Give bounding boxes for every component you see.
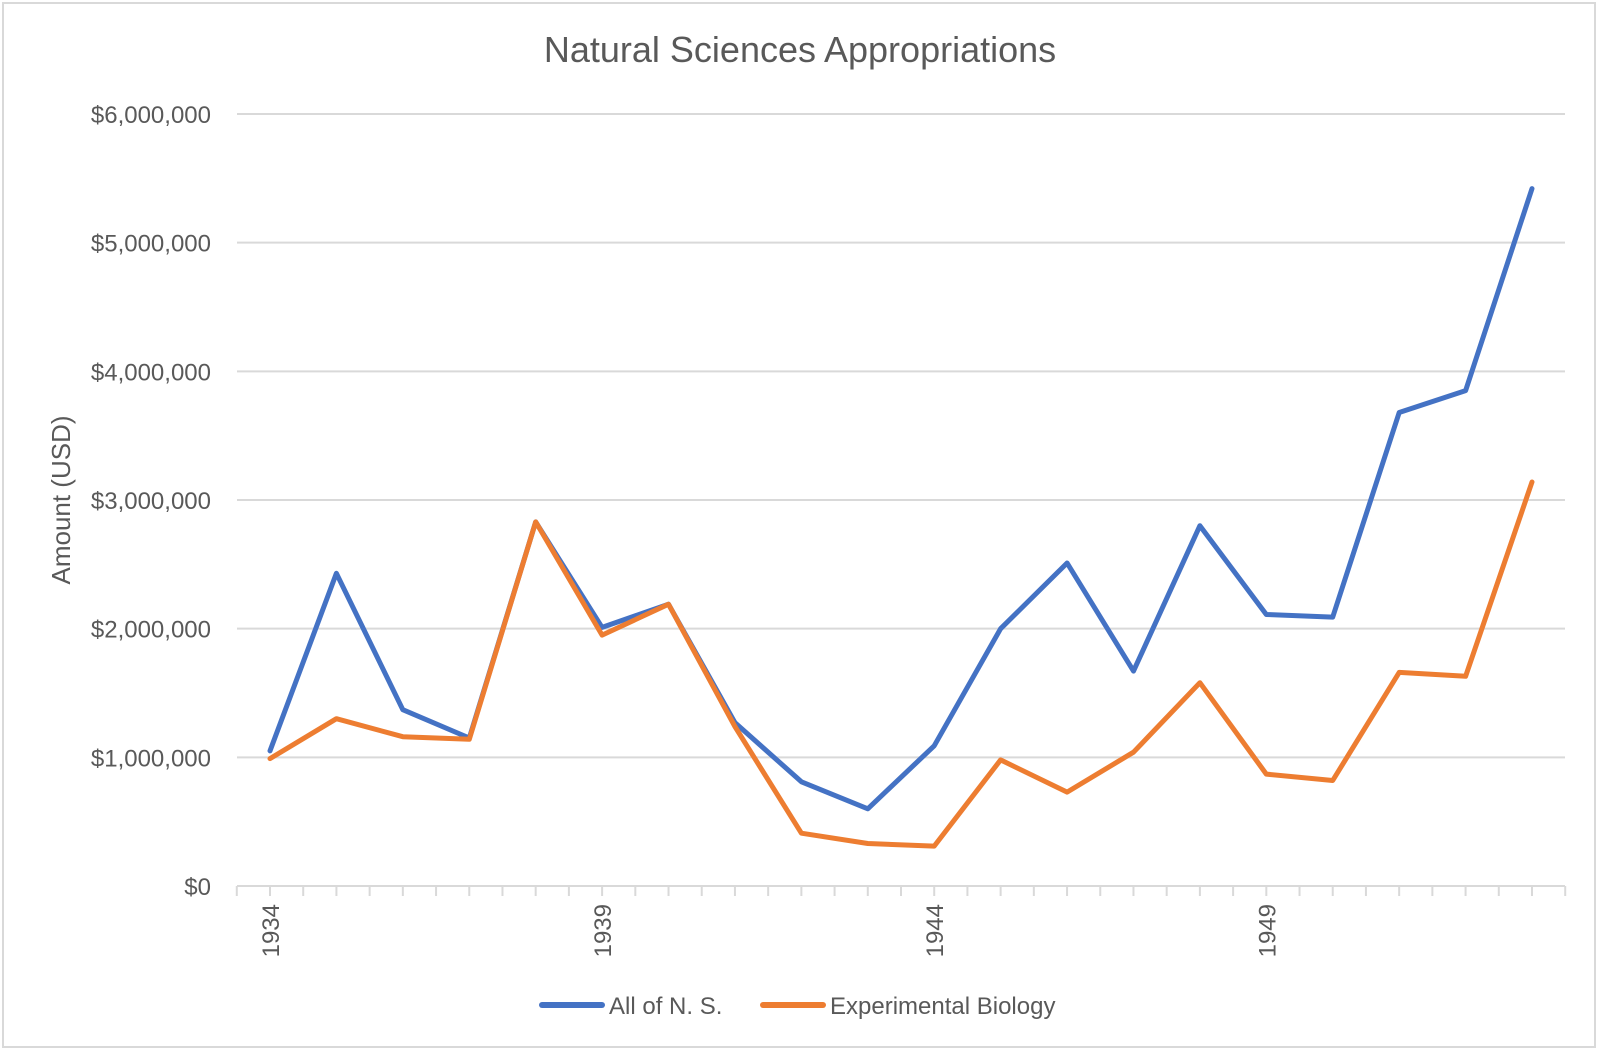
legend-label: Experimental Biology	[830, 993, 1055, 1020]
y-axis-tick-labels: $0 $1,000,000 $2,000,000 $3,000,000 $4,000,0…	[91, 102, 211, 901]
series-line-experimental-biology	[267, 479, 1535, 849]
x-axis-tick-labels: 1934 1939 1944 1949	[258, 904, 1281, 957]
x-tick-label: 1939	[590, 904, 617, 957]
legend-label: All of N. S.	[609, 993, 722, 1020]
y-tick-label: $0	[184, 874, 211, 901]
y-tick-label: $1,000,000	[91, 745, 211, 772]
series-lines	[267, 186, 1535, 849]
y-tick-label: $3,000,000	[91, 488, 211, 515]
legend: All of N. S. Experimental Biology	[539, 993, 1055, 1020]
x-tick-label: 1934	[258, 904, 285, 957]
y-tick-label: $4,000,000	[91, 359, 211, 386]
y-axis-title: Amount (USD)	[46, 415, 76, 584]
series-line-all-of-ns	[267, 186, 1535, 812]
x-axis-tick-marks	[235, 886, 1567, 896]
y-tick-label: $2,000,000	[91, 617, 211, 644]
gridlines	[237, 113, 1565, 759]
x-tick-label: 1944	[922, 904, 949, 957]
x-tick-label: 1949	[1254, 904, 1281, 957]
y-tick-label: $6,000,000	[91, 102, 211, 129]
chart-title: Natural Sciences Appropriations	[544, 29, 1056, 70]
y-tick-label: $5,000,000	[91, 231, 211, 258]
